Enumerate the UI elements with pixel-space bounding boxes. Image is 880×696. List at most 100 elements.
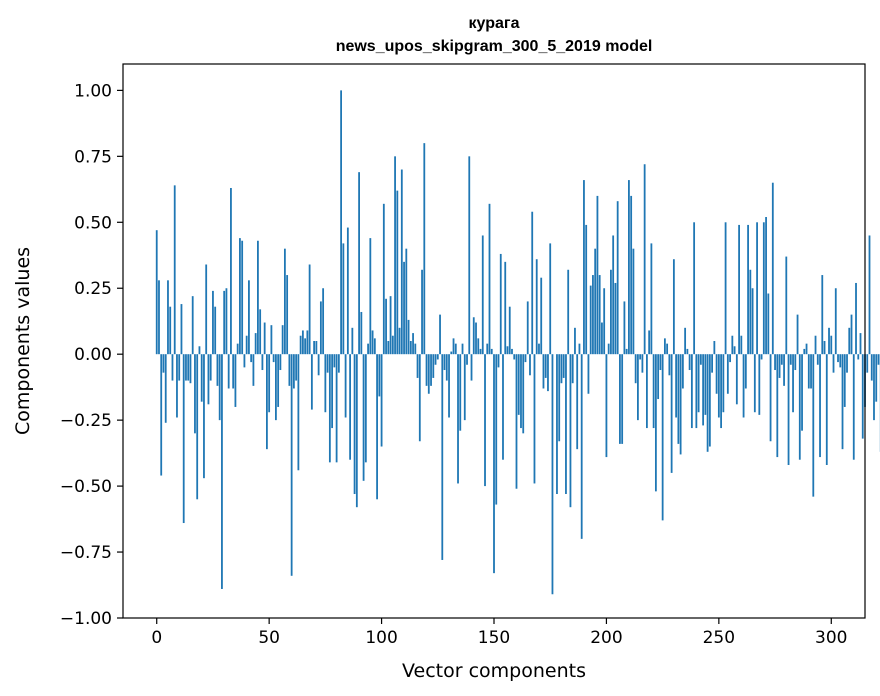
bar: [720, 354, 722, 429]
bar: [416, 354, 419, 378]
bar: [308, 264, 311, 355]
bar: [558, 354, 561, 442]
bar: [200, 354, 203, 402]
bar: [214, 306, 217, 355]
bar: [198, 346, 201, 355]
bar: [490, 348, 493, 355]
bar: [870, 354, 873, 381]
bar: [837, 354, 839, 363]
bar: [488, 203, 491, 355]
bar: [807, 354, 810, 389]
bar: [666, 343, 669, 355]
bar: [659, 354, 662, 371]
bar: [866, 354, 869, 373]
bar: [324, 354, 327, 413]
bar: [481, 235, 484, 355]
bar: [369, 238, 372, 355]
bar: [155, 230, 158, 355]
bar: [243, 354, 246, 368]
bar: [508, 306, 511, 355]
bar: [223, 290, 226, 355]
bar: [484, 354, 486, 487]
bar: [780, 354, 783, 365]
bar: [427, 354, 430, 394]
bar: [576, 354, 579, 450]
bar: [789, 354, 792, 365]
x-axis-ticks: 0 50 100 150 200 250 300: [151, 618, 847, 648]
bar: [425, 354, 428, 386]
bar: [261, 354, 264, 371]
bar: [663, 338, 666, 355]
bar: [841, 354, 844, 450]
bar: [571, 354, 574, 384]
bar: [538, 343, 540, 355]
bar: [695, 354, 698, 429]
bar: [227, 354, 230, 389]
bar: [625, 348, 628, 355]
bar: [158, 280, 160, 355]
bar: [614, 282, 617, 355]
bar: [643, 164, 646, 355]
bar: [317, 354, 320, 376]
bar: [596, 195, 599, 355]
bar: [448, 354, 450, 418]
bar: [176, 354, 178, 418]
bar: [355, 354, 358, 508]
bar: [259, 309, 262, 355]
y-tick-label: 0.25: [74, 279, 112, 299]
bar: [263, 322, 266, 355]
bar: [414, 343, 417, 355]
bar: [785, 256, 788, 355]
bar: [619, 354, 621, 444]
x-tick-label: 200: [590, 628, 622, 648]
bar: [749, 269, 752, 355]
bar: [461, 343, 464, 355]
bar: [250, 354, 253, 363]
bar: [499, 253, 502, 355]
bar: [468, 156, 471, 355]
bar: [803, 348, 806, 355]
bar: [875, 354, 878, 402]
bar: [196, 354, 199, 500]
bar: [326, 354, 329, 373]
bar: [529, 354, 531, 376]
bar: [405, 248, 408, 355]
bar: [268, 354, 271, 413]
bar: [648, 330, 651, 355]
bar: [650, 243, 653, 355]
bar: [335, 354, 338, 463]
bar: [540, 277, 543, 355]
bar: [349, 354, 351, 460]
bar: [526, 301, 529, 355]
bar: [569, 354, 572, 508]
bar: [762, 222, 765, 355]
bar: [230, 187, 232, 355]
x-tick-label: 150: [478, 628, 510, 648]
bar: [731, 335, 734, 355]
bar: [391, 335, 394, 355]
bar: [531, 211, 534, 355]
bar: [439, 314, 441, 355]
bar: [288, 354, 291, 386]
bar: [767, 293, 770, 355]
bar: [857, 354, 860, 360]
bar: [753, 354, 756, 413]
bar: [634, 354, 637, 384]
bar: [295, 354, 298, 381]
bar: [407, 319, 410, 355]
bar: [378, 354, 381, 397]
bar: [830, 335, 833, 355]
bar: [387, 341, 390, 355]
bar: [547, 354, 549, 392]
bar: [672, 259, 675, 355]
bar: [598, 275, 601, 355]
bar: [574, 327, 576, 355]
bar: [562, 354, 565, 378]
bar: [398, 327, 401, 355]
bar: [544, 354, 547, 378]
bar: [744, 354, 747, 389]
bar: [821, 275, 824, 355]
chart-title: курага: [469, 15, 520, 32]
bar: [436, 354, 439, 360]
bar: [205, 264, 208, 355]
